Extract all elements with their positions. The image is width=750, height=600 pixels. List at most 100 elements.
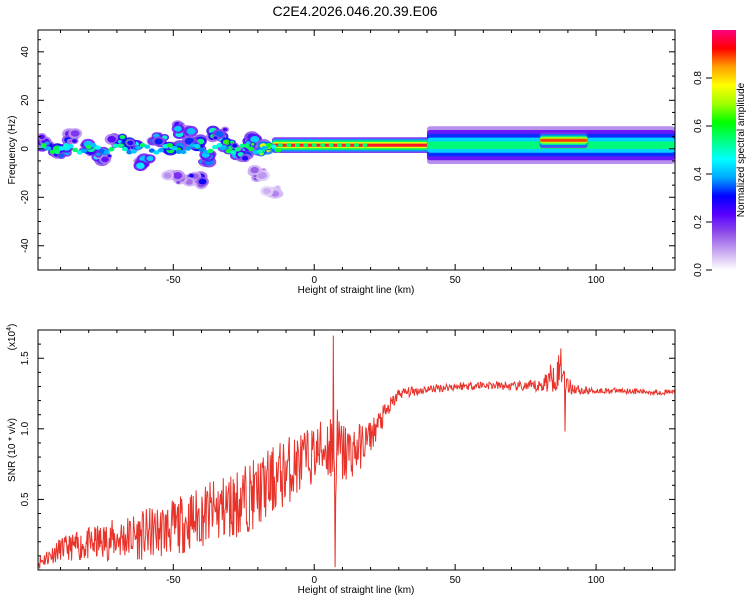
snr-axes: -50 0 50 100 0.5 1.0 1.5: [20, 330, 675, 586]
spectrogram-band: [539, 138, 588, 142]
spectrogram-blob: [230, 150, 237, 155]
spectrogram-blob: [189, 174, 194, 178]
spectrogram-blob: [277, 143, 283, 148]
x-tick-label: -50: [166, 275, 181, 286]
spectrogram-blob: [94, 145, 101, 150]
figure-title: C2E4.2026.046.20.39.E06: [272, 3, 437, 19]
spectrogram-blob: [99, 149, 106, 154]
spectrogram-blob: [222, 127, 228, 132]
spectrogram-panel: -50 0 50 100 -40 -20 0 20 40 Height of straight …: [7, 29, 676, 296]
spectrogram-blob: [163, 172, 172, 179]
x-tick-label: 0: [311, 275, 317, 286]
colorbar-label: Normalized spectral amplitude: [736, 82, 747, 217]
x-tick-label: 50: [450, 575, 462, 586]
spectrogram-blob: [186, 127, 196, 135]
spectrogram-blob: [101, 156, 109, 163]
y-tick-label: 20: [20, 94, 31, 106]
spectrogram-blob: [184, 146, 191, 151]
spectrogram-axes: -50 0 50 100 -40 -20 0 20 40: [20, 30, 675, 286]
spectrogram-blob: [103, 150, 110, 155]
spectrogram-blob: [221, 145, 228, 150]
spectrogram-blob: [49, 149, 56, 155]
snr-multiplier-exponent: 4: [6, 327, 13, 331]
colorbar-tick-label: 0.6: [693, 119, 704, 133]
spectrogram-blob: [139, 142, 146, 148]
spectrogram-blob: [67, 144, 74, 149]
spectrogram-blob: [270, 144, 277, 149]
spectrogram-blob: [250, 166, 259, 174]
spectrogram-blob: [213, 136, 218, 140]
spectrogram-blob: [76, 150, 83, 155]
x-tick-label: 0: [311, 575, 317, 586]
snr-ylabel: SNR (10 * v/v): [7, 418, 18, 482]
spectrogram-blob: [72, 139, 78, 143]
spectrogram-blob: [148, 148, 155, 153]
spectrogram-blob: [207, 148, 214, 154]
y-tick-label: 0.5: [20, 492, 31, 506]
snr-multiplier-close: ): [7, 324, 18, 327]
spectrogram-blob: [262, 188, 271, 195]
spectrogram-blob: [176, 181, 180, 184]
spectrogram-blob: [257, 149, 264, 154]
spectrogram-blob: [58, 153, 64, 158]
spectrogram-blob: [38, 134, 45, 140]
x-tick-label: 100: [588, 275, 605, 286]
spectrogram-blob: [303, 143, 309, 148]
spectrogram-blob: [70, 130, 80, 137]
spectrogram-blob: [171, 145, 178, 151]
spectrogram-blob: [248, 146, 255, 152]
spectrogram-blob: [85, 144, 92, 150]
spectrogram-blob: [107, 154, 112, 158]
spectrogram-blob: [54, 149, 61, 155]
spectrogram-blob: [212, 144, 219, 150]
spectrogram-blob: [81, 148, 88, 153]
snr-plot-area: [38, 335, 675, 569]
spectrogram-blob: [174, 125, 182, 132]
spectrogram-blob: [294, 143, 300, 148]
spectrogram-blob: [189, 143, 196, 148]
snr-multiplier: (x104): [6, 324, 18, 351]
spectrogram-blob: [239, 143, 246, 149]
spectrogram-blob: [266, 143, 273, 148]
spectrogram-blob: [215, 131, 224, 138]
snr-multiplier-base: (x10: [7, 330, 18, 350]
spectrogram-blob: [127, 140, 134, 146]
spectrogram-blob: [275, 148, 282, 153]
spectrogram-xlabel: Height of straight line (km): [298, 285, 415, 296]
spectrogram-frame: [37, 29, 676, 271]
spectrogram-blob: [328, 143, 334, 148]
colorbar-tick-label: 0.2: [693, 215, 704, 229]
y-tick-label: 40: [20, 46, 31, 58]
spectrogram-blob: [362, 143, 368, 148]
spectrogram-blob: [108, 147, 115, 152]
colorbar-tick-label: 0.4: [693, 167, 704, 181]
spectrogram-blob: [58, 146, 65, 151]
spectrogram-blob: [173, 172, 183, 179]
spectrogram-blob: [320, 143, 326, 148]
spectrogram-blob: [202, 150, 209, 155]
spectrogram-blob: [234, 147, 241, 152]
spectrogram-blob: [166, 143, 173, 148]
colorbar-tick-label: 0.8: [693, 71, 704, 85]
spectrogram-blob: [225, 148, 232, 154]
spectrogram-blob: [232, 143, 238, 148]
spectrogram-blob: [96, 152, 101, 157]
spectrogram-blob: [175, 149, 182, 154]
colorbar-bar: [712, 30, 736, 270]
spectrogram-blob: [157, 147, 164, 153]
spectrogram-blob: [222, 139, 231, 145]
spectrogram-blob: [180, 149, 187, 155]
spectrogram-blob: [193, 143, 200, 149]
spectrogram-blob: [121, 146, 128, 152]
spectrogram-blob: [112, 143, 119, 148]
colorbar: 0.0 0.2 0.4 0.6 0.8 Normalized spectral ampl…: [693, 30, 747, 277]
y-tick-label: -20: [20, 190, 31, 205]
x-tick-label: 100: [588, 575, 605, 586]
spectrogram-blob: [345, 143, 351, 148]
spectrogram-blob: [63, 143, 70, 148]
snr-xlabel: Height of straight line (km): [298, 585, 415, 596]
spectrogram-blob: [198, 178, 207, 185]
spectrogram-blob: [286, 143, 292, 148]
snr-panel: -50 0 50 100 0.5 1.0 1.5 Height of straight li…: [6, 324, 676, 596]
